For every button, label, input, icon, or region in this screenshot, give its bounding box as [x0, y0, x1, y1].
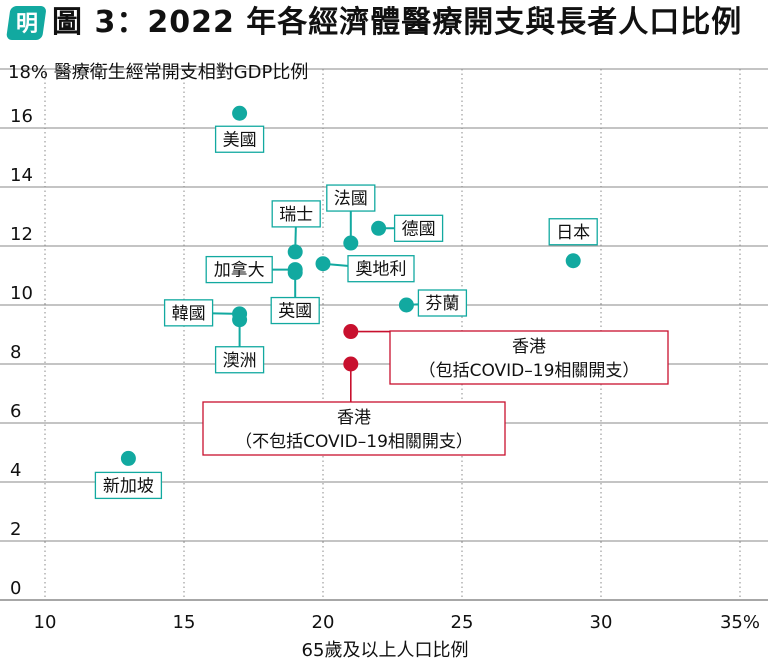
- point-label: 法國: [334, 189, 368, 209]
- point-label: 香港: [512, 337, 546, 357]
- point-label: 澳洲: [223, 351, 257, 371]
- ming-pao-logo-icon: 明: [6, 6, 46, 40]
- point-label: 德國: [402, 219, 436, 239]
- y-tick-label: 2: [10, 519, 21, 540]
- hongkong-point: [343, 324, 359, 340]
- x-tick-label: 10: [34, 612, 57, 633]
- label-box: [94, 471, 163, 500]
- label-box: [326, 184, 376, 212]
- label-box: [393, 214, 444, 242]
- point-label: 奧地利: [356, 260, 407, 280]
- label-box: [347, 255, 415, 283]
- economy-point: [287, 265, 303, 281]
- y-tick-label: 6: [10, 401, 21, 422]
- economy-point: [232, 312, 248, 328]
- point-label: 美國: [223, 130, 257, 150]
- y-tick-label: 8: [10, 342, 21, 363]
- x-tick-label: 35%: [720, 612, 760, 633]
- economy-point: [232, 105, 248, 121]
- chart-title: 圖 3：2022 年各經濟體醫療開支與長者人口比例: [52, 5, 743, 40]
- point-label: 加拿大: [214, 260, 265, 281]
- y-axis-title: 18% 醫療衛生經常開支相對GDP比例: [8, 62, 308, 83]
- economy-point: [343, 235, 359, 251]
- label-box: [270, 296, 320, 325]
- logo-text: 明: [16, 12, 38, 37]
- label-box: [389, 330, 669, 385]
- point-label: 日本: [556, 223, 590, 243]
- y-tick-label: 0: [10, 578, 21, 599]
- x-tick-label: 30: [590, 612, 613, 633]
- label-box: [548, 218, 598, 246]
- point-label: 英國: [278, 302, 312, 322]
- x-tick-label: 25: [451, 612, 474, 633]
- economy-point: [398, 297, 414, 313]
- point-label: 芬蘭: [425, 294, 459, 314]
- y-tick-label: 10: [10, 283, 33, 304]
- label-box: [214, 125, 265, 153]
- label-box: [417, 289, 468, 317]
- y-tick-label: 12: [10, 224, 33, 245]
- economy-point: [371, 220, 387, 236]
- point-label: 韓國: [172, 304, 206, 324]
- x-tick-label: 15: [173, 612, 196, 633]
- point-label: 瑞士: [279, 205, 313, 225]
- tick-labels: 0 2 4 6 8 10 12 14 16 10 15 20 25 30 35%: [10, 106, 760, 633]
- y-tick-label: 16: [10, 106, 33, 127]
- label-box: [214, 346, 265, 374]
- data-points: [120, 105, 581, 466]
- x-axis-title: 65歲及以上人口比例: [302, 640, 469, 661]
- economy-point: [315, 256, 331, 272]
- label-box: [205, 255, 273, 284]
- point-label: 香港: [337, 408, 371, 428]
- label-box: [202, 401, 506, 456]
- chart-header: 明 圖 3：2022 年各經濟體醫療開支與長者人口比例: [0, 0, 768, 46]
- economy-point: [565, 253, 581, 269]
- point-label: 新加坡: [103, 476, 154, 496]
- economy-point: [120, 450, 136, 466]
- point-label-detail: （不包括COVID–19相關開支）: [235, 432, 473, 452]
- label-box: [163, 299, 214, 327]
- hongkong-point: [343, 356, 359, 372]
- economy-point: [287, 244, 303, 260]
- point-label-detail: （包括COVID–19相關開支）: [419, 361, 640, 381]
- y-tick-label: 14: [10, 165, 33, 186]
- y-tick-label: 4: [10, 460, 21, 481]
- x-tick-label: 20: [312, 612, 335, 633]
- label-box: [271, 200, 321, 228]
